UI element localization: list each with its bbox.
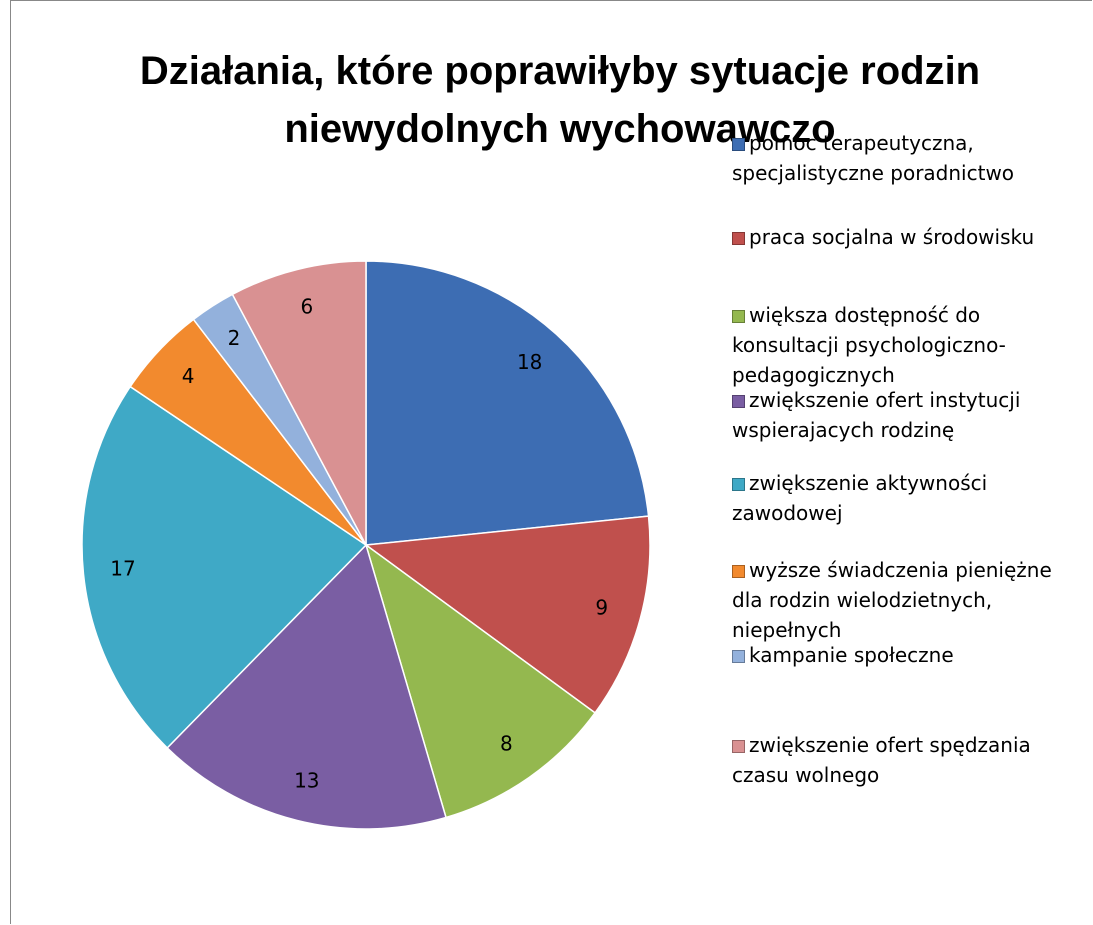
pie-slice (365, 260, 650, 546)
legend-label: zwiększenie aktywności zawodowej (732, 471, 988, 525)
legend-item: wyższe świadczenia pieniężne dla rodzin … (732, 555, 1077, 645)
data-label: 13 (294, 768, 319, 792)
legend-label: większa dostępność do konsultacji psycho… (732, 303, 1006, 387)
legend-swatch (732, 650, 745, 663)
legend-label: wyższe świadczenia pieniężne dla rodzin … (732, 558, 1052, 642)
legend-item: pomoc terapeutyczna, specjalistyczne por… (732, 128, 1077, 188)
legend-swatch (732, 395, 745, 408)
legend-item: większa dostępność do konsultacji psycho… (732, 300, 1077, 390)
legend-label: zwiększenie ofert spędzania czasu wolneg… (732, 733, 1031, 787)
legend-label: kampanie społeczne (749, 643, 954, 667)
pie-slice (166, 543, 447, 830)
legend-swatch (732, 138, 745, 151)
legend-item: zwiększenie ofert instytucji wspierajacy… (732, 385, 1077, 445)
legend-item: zwiększenie aktywności zawodowej (732, 468, 1077, 528)
legend-label: praca socjalna w środowisku (749, 225, 1035, 249)
legend-swatch (732, 310, 745, 323)
legend-item: praca socjalna w środowisku (732, 222, 1077, 252)
legend-item: kampanie społeczne (732, 640, 1077, 670)
pie-slice (231, 260, 367, 546)
legend-swatch (732, 565, 745, 578)
legend-swatch (732, 478, 745, 491)
legend-label: zwiększenie ofert instytucji wspierajacy… (732, 388, 1021, 442)
data-label: 4 (182, 364, 195, 388)
legend-swatch (732, 740, 745, 753)
legend-item: zwiększenie ofert spędzania czasu wolneg… (732, 730, 1077, 790)
data-label: 9 (595, 596, 608, 620)
chart-frame (10, 0, 1092, 924)
data-label: 18 (517, 350, 542, 374)
legend-swatch (732, 232, 745, 245)
pie-slice (363, 515, 651, 714)
data-label: 2 (228, 326, 241, 350)
pie-slice (364, 543, 597, 819)
data-label: 17 (110, 556, 135, 580)
pie-slice (81, 385, 368, 749)
legend-label: pomoc terapeutyczna, specjalistyczne por… (732, 131, 1015, 185)
data-label: 6 (300, 295, 313, 319)
data-label: 8 (500, 731, 513, 755)
